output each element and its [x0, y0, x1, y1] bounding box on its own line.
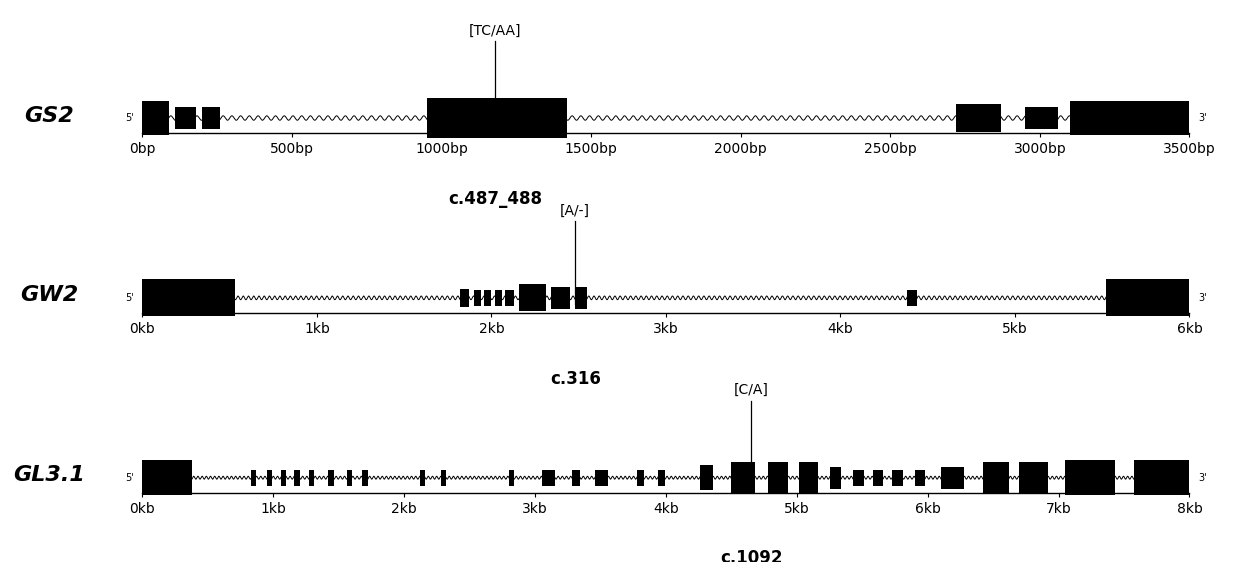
Text: 5': 5': [125, 473, 134, 483]
Bar: [362, 470, 368, 486]
Bar: [799, 462, 818, 493]
Bar: [983, 462, 1009, 493]
Bar: [892, 470, 903, 486]
Bar: [872, 470, 883, 486]
Bar: [441, 470, 446, 486]
Text: c.487_488: c.487_488: [449, 190, 543, 208]
Bar: [484, 290, 492, 306]
Bar: [830, 466, 841, 489]
Text: 5': 5': [125, 113, 134, 123]
Bar: [426, 98, 567, 138]
Bar: [575, 287, 587, 309]
Bar: [1025, 107, 1058, 129]
Bar: [509, 470, 514, 486]
Bar: [142, 101, 170, 135]
Bar: [551, 287, 570, 309]
Bar: [1105, 279, 1189, 316]
Bar: [595, 470, 608, 486]
Bar: [494, 290, 502, 306]
Text: 5': 5': [125, 293, 134, 303]
Bar: [519, 284, 545, 311]
Bar: [202, 107, 221, 129]
Bar: [1135, 460, 1189, 495]
Bar: [1069, 101, 1189, 135]
Bar: [1066, 460, 1115, 495]
Bar: [637, 470, 644, 486]
Bar: [854, 470, 864, 486]
Bar: [460, 289, 468, 307]
Bar: [328, 470, 333, 486]
Bar: [309, 470, 313, 486]
Text: 3': 3': [1198, 473, 1207, 483]
Text: c.316: c.316: [550, 370, 601, 388]
Bar: [571, 470, 580, 486]
Bar: [142, 279, 235, 316]
Bar: [142, 460, 192, 495]
Bar: [295, 470, 300, 486]
Bar: [731, 462, 755, 493]
Text: 3': 3': [1198, 113, 1207, 123]
Bar: [281, 470, 286, 486]
Bar: [266, 470, 273, 486]
Bar: [347, 470, 352, 486]
Text: [TC/AA]: [TC/AA]: [470, 24, 522, 38]
Bar: [541, 470, 555, 486]
Bar: [658, 470, 664, 486]
Bar: [914, 470, 926, 486]
Text: 3': 3': [1198, 293, 1207, 303]
Text: GS2: GS2: [25, 106, 74, 125]
Bar: [506, 290, 514, 306]
Bar: [940, 466, 964, 489]
Bar: [252, 470, 256, 486]
Bar: [1020, 462, 1048, 493]
Bar: [420, 470, 425, 486]
Text: GL3.1: GL3.1: [14, 465, 85, 485]
Text: GW2: GW2: [20, 285, 79, 305]
Text: [C/A]: [C/A]: [733, 383, 768, 397]
Bar: [957, 105, 1001, 132]
Bar: [176, 107, 196, 129]
Bar: [907, 290, 917, 306]
Bar: [768, 462, 788, 493]
Text: [A/-]: [A/-]: [560, 203, 590, 217]
Text: c.1092: c.1092: [720, 550, 782, 562]
Bar: [700, 465, 714, 490]
Bar: [475, 290, 481, 306]
